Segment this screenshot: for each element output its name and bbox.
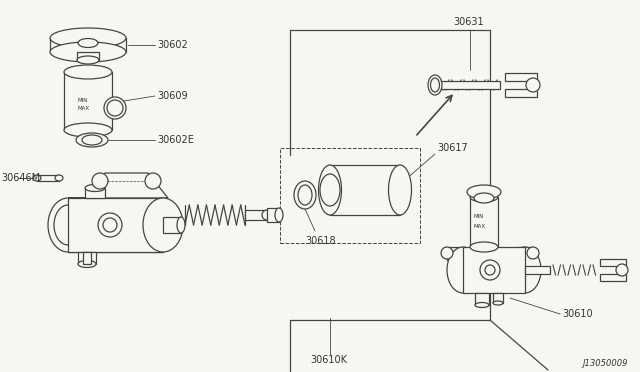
Ellipse shape: [177, 217, 185, 233]
Circle shape: [616, 264, 628, 276]
Ellipse shape: [78, 260, 96, 267]
Ellipse shape: [64, 123, 112, 137]
Ellipse shape: [467, 185, 501, 199]
Ellipse shape: [447, 247, 479, 293]
Ellipse shape: [76, 133, 108, 147]
Ellipse shape: [320, 174, 340, 206]
Text: MAX: MAX: [474, 224, 486, 228]
Ellipse shape: [262, 210, 272, 220]
Polygon shape: [447, 247, 463, 260]
Circle shape: [441, 247, 453, 259]
Ellipse shape: [474, 193, 494, 203]
Bar: [85, 188, 105, 198]
Ellipse shape: [275, 208, 283, 222]
Bar: [505, 73, 537, 81]
Bar: [525, 266, 550, 274]
Bar: [493, 293, 503, 303]
Bar: [77, 52, 99, 60]
Ellipse shape: [143, 198, 183, 252]
Ellipse shape: [55, 175, 63, 181]
Polygon shape: [517, 247, 533, 260]
Bar: [505, 89, 537, 97]
Ellipse shape: [470, 242, 498, 252]
Bar: [64, 72, 112, 130]
Ellipse shape: [64, 65, 112, 79]
Text: J13050009: J13050009: [582, 359, 628, 369]
Text: 30610: 30610: [562, 309, 593, 319]
Bar: [463, 247, 525, 293]
Ellipse shape: [48, 198, 88, 252]
Bar: [163, 217, 181, 233]
Circle shape: [480, 260, 500, 280]
Circle shape: [145, 173, 161, 189]
Ellipse shape: [431, 78, 440, 92]
Circle shape: [527, 247, 539, 259]
Ellipse shape: [294, 181, 316, 209]
Bar: [470, 197, 498, 247]
Polygon shape: [68, 173, 168, 198]
Bar: [68, 198, 163, 252]
Ellipse shape: [319, 165, 342, 215]
Text: MIN: MIN: [474, 215, 484, 219]
Bar: [245, 210, 267, 220]
Bar: [475, 293, 489, 305]
Text: MIN: MIN: [78, 97, 88, 103]
Ellipse shape: [298, 185, 312, 205]
Text: MAX: MAX: [78, 106, 90, 110]
Ellipse shape: [470, 192, 498, 202]
Ellipse shape: [77, 56, 99, 64]
Bar: [330, 165, 400, 215]
Circle shape: [485, 265, 495, 275]
Bar: [600, 274, 626, 281]
Text: 30602: 30602: [157, 40, 188, 50]
Ellipse shape: [428, 75, 442, 95]
Bar: [37, 175, 59, 181]
Text: 30618: 30618: [305, 236, 335, 246]
Ellipse shape: [493, 301, 503, 305]
Circle shape: [103, 218, 117, 232]
Text: 30617: 30617: [437, 143, 468, 153]
Circle shape: [92, 173, 108, 189]
Bar: [280, 148, 420, 243]
Ellipse shape: [509, 247, 541, 293]
Text: 30631: 30631: [453, 17, 484, 27]
Text: 30602E: 30602E: [157, 135, 194, 145]
Bar: [600, 259, 626, 266]
Bar: [430, 81, 500, 89]
Bar: [78, 252, 96, 264]
Text: 30609: 30609: [157, 91, 188, 101]
Ellipse shape: [50, 42, 126, 62]
Ellipse shape: [475, 302, 489, 308]
Ellipse shape: [85, 185, 105, 192]
Ellipse shape: [104, 97, 126, 119]
Ellipse shape: [54, 205, 82, 245]
Ellipse shape: [388, 165, 412, 215]
Bar: [83, 252, 91, 264]
Ellipse shape: [50, 28, 126, 48]
Ellipse shape: [78, 38, 98, 48]
Ellipse shape: [82, 135, 102, 145]
Ellipse shape: [33, 175, 41, 181]
Circle shape: [98, 213, 122, 237]
Circle shape: [526, 78, 540, 92]
Bar: [267, 208, 279, 222]
Text: 30610K: 30610K: [310, 355, 347, 365]
Ellipse shape: [107, 100, 123, 116]
Text: 30646M: 30646M: [1, 173, 40, 183]
